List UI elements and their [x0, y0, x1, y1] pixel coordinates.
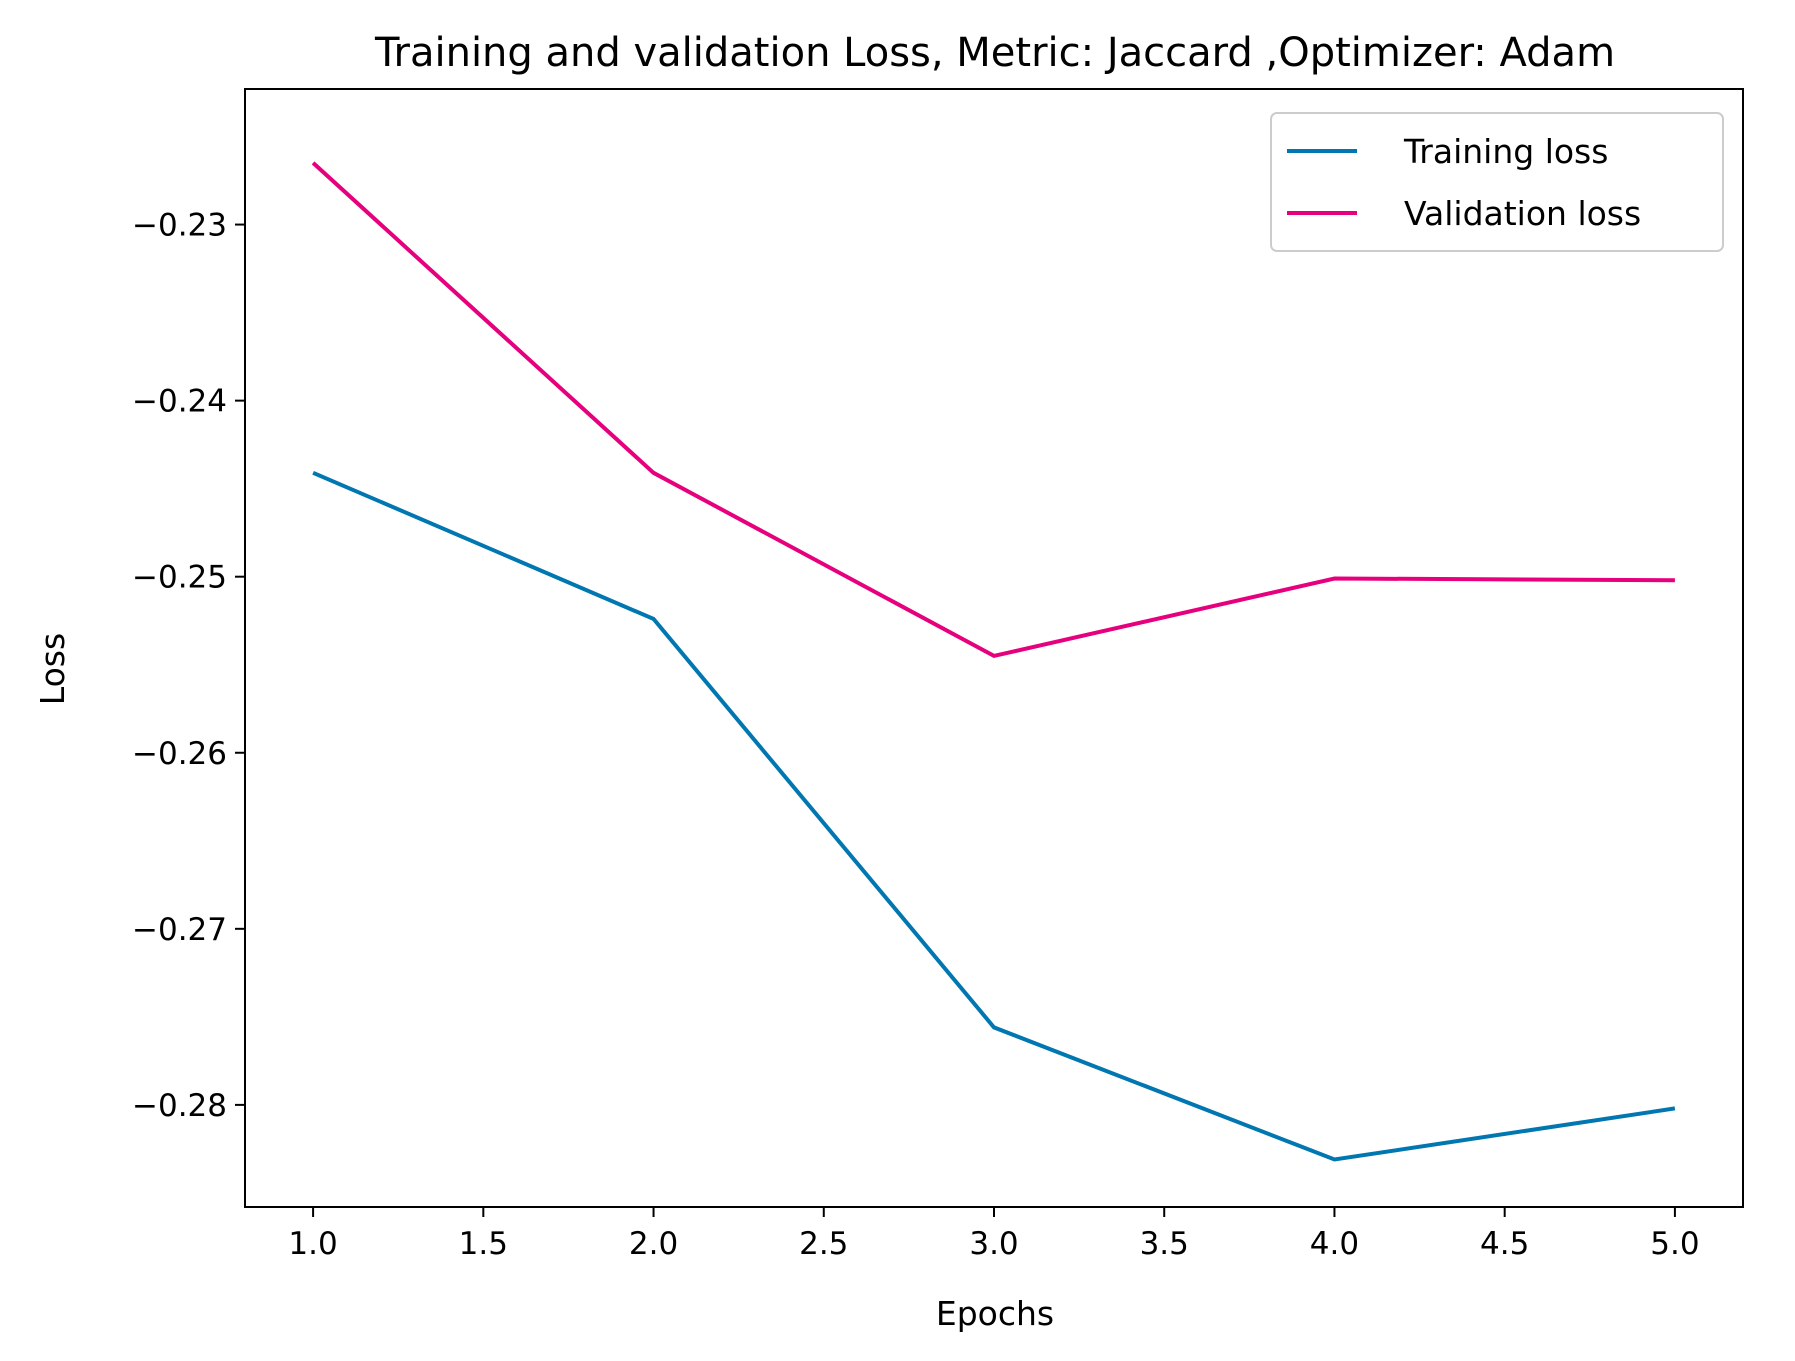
plot-lines	[311, 161, 1676, 1162]
x-tick-label: 2.5	[799, 1226, 848, 1262]
series-line-training-loss	[312, 470, 1676, 1162]
y-tick-label: −0.23	[132, 208, 227, 244]
y-tick-label: −0.24	[132, 384, 227, 420]
legend-box	[1270, 112, 1724, 252]
y-tick-label: −0.25	[132, 560, 227, 596]
legend-label-training-loss: Training loss	[1403, 132, 1608, 171]
legend-label-validation-loss: Validation loss	[1404, 194, 1641, 233]
y-axis-label: Loss	[33, 633, 72, 705]
x-axis-label: Epochs	[936, 1294, 1054, 1333]
axes: 1.0 1.5 2.0 2.5 3.0 3.5 4.0 4.5 5.0 −0.23 −0.24 −0.…	[132, 88, 1744, 1262]
x-tick-label: 4.5	[1480, 1226, 1529, 1262]
chart-title: Training and validation Loss, Metric: Ja…	[374, 30, 1615, 76]
x-tick-label: 1.0	[288, 1226, 337, 1262]
x-tick-label: 3.0	[969, 1226, 1018, 1262]
legend: Training loss Validation loss	[1270, 112, 1724, 252]
y-tick-label: −0.26	[132, 736, 227, 772]
x-tick-label: 5.0	[1650, 1226, 1699, 1262]
x-tick-label: 2.0	[629, 1226, 678, 1262]
x-tick-label: 4.0	[1310, 1226, 1359, 1262]
x-tick-label: 1.5	[459, 1226, 508, 1262]
y-tick-label: −0.27	[132, 912, 227, 948]
x-tick-label: 3.5	[1140, 1226, 1189, 1262]
plot-frame	[244, 88, 1744, 1208]
series-line-validation-loss	[311, 161, 1675, 659]
y-tick-label: −0.28	[132, 1088, 227, 1124]
